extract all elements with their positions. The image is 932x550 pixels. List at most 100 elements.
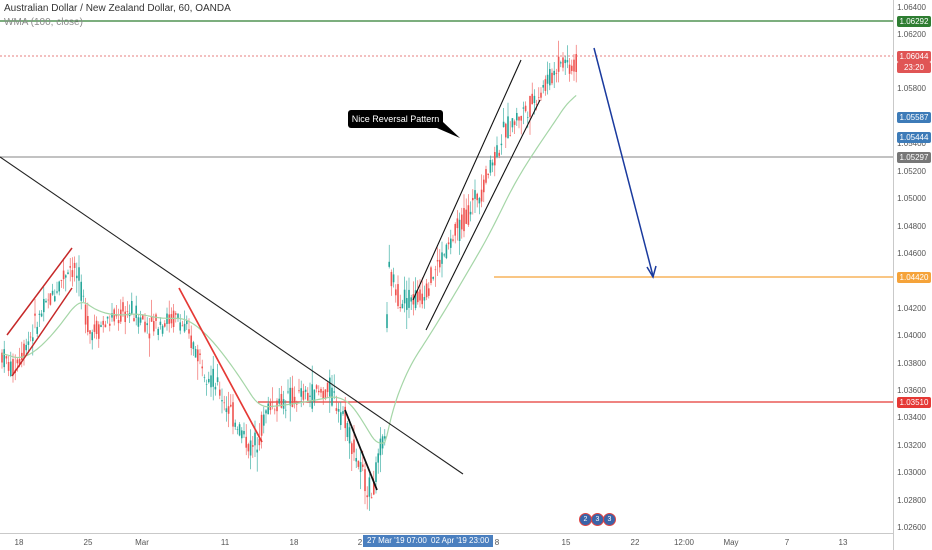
y-axis-separator <box>893 0 894 550</box>
candle-body <box>522 107 525 109</box>
candle-body <box>485 169 487 183</box>
candle-body <box>388 261 390 267</box>
candle-body <box>188 329 190 334</box>
candle-body <box>98 324 100 339</box>
candle-body <box>324 389 327 398</box>
candle-body <box>353 439 355 453</box>
chart-title: Australian Dollar / New Zealand Dollar, … <box>4 3 231 14</box>
candle-body <box>113 309 115 322</box>
candle-body <box>322 390 324 399</box>
candle-body <box>296 404 298 405</box>
candle-body <box>25 344 27 351</box>
y-tick: 1.05800 <box>897 84 926 93</box>
candle-body <box>375 462 377 482</box>
red-channel-lower[interactable] <box>11 287 73 377</box>
ascending-channel-upper[interactable] <box>412 59 522 301</box>
event-flag-icon[interactable]: 3 <box>603 513 616 526</box>
black-downtrend-line[interactable] <box>344 409 378 491</box>
candle-body <box>535 104 538 105</box>
candle-body <box>487 173 489 175</box>
candle-body <box>278 398 280 404</box>
annotation-callout[interactable]: Nice Reversal Pattern <box>348 110 443 128</box>
candle-body <box>401 303 404 309</box>
candle-body <box>208 378 210 383</box>
candle-body <box>357 460 360 467</box>
y-tick: 1.04800 <box>897 222 926 231</box>
candle-body <box>285 409 287 411</box>
candle-body <box>364 469 366 492</box>
candle-body <box>192 342 195 350</box>
candle-body <box>210 375 212 388</box>
candle-body <box>234 422 236 427</box>
candle-body <box>390 271 393 287</box>
red-channel-upper[interactable] <box>6 247 73 336</box>
candle-body <box>183 323 186 332</box>
candle-body <box>27 341 30 345</box>
candle-body <box>71 270 74 278</box>
candle-body <box>458 219 461 241</box>
indicator-label[interactable]: WMA (100, close) <box>4 17 83 28</box>
candle-body <box>381 436 384 449</box>
red-downtrend-line[interactable] <box>178 287 263 443</box>
candle-body <box>553 70 555 76</box>
forecast-arrow-head <box>646 265 657 279</box>
x-tick: 12:00 <box>673 538 695 547</box>
candle-body <box>309 395 311 397</box>
candle-body <box>201 366 203 369</box>
candle-body <box>249 440 252 456</box>
candle-body <box>386 314 388 329</box>
candle-body <box>236 429 239 430</box>
candle-body <box>474 190 476 199</box>
candle-body <box>406 298 408 310</box>
candle-body <box>67 272 69 275</box>
candle-body <box>362 464 364 467</box>
candle-body <box>333 391 335 393</box>
candle-body <box>344 406 346 429</box>
candle-body <box>49 293 52 305</box>
candle-body <box>3 349 5 368</box>
candle-body <box>104 324 107 328</box>
descending-trendline[interactable] <box>0 156 464 475</box>
candle-body <box>560 62 562 64</box>
candle-body <box>456 218 459 229</box>
candle-body <box>520 115 522 121</box>
x-tick: 18 <box>289 538 299 547</box>
candle-body <box>265 410 267 414</box>
candle-body <box>216 377 219 383</box>
candle-body <box>106 316 109 319</box>
candle-body <box>340 412 342 426</box>
candle-body <box>478 198 481 204</box>
candle-body <box>300 388 302 397</box>
x-tick: 25 <box>83 538 93 547</box>
candle-body <box>258 438 261 446</box>
candle-body <box>417 291 419 303</box>
forecast-arrow[interactable] <box>593 47 654 277</box>
candle-body <box>476 193 478 201</box>
candle-body <box>366 495 368 498</box>
price-badge-resistance: 1.06292 <box>897 16 931 27</box>
candle-body <box>243 430 245 435</box>
candle-body <box>562 57 564 68</box>
candle-body <box>199 353 201 356</box>
y-tick: 1.04000 <box>897 331 926 340</box>
y-tick: 1.03800 <box>897 359 926 368</box>
candle-body <box>34 313 36 316</box>
candle-body <box>47 299 49 301</box>
candle-body <box>337 409 340 412</box>
candle-body <box>342 411 344 414</box>
candle-body <box>93 324 96 332</box>
candle-body <box>227 406 230 414</box>
candle-body <box>190 335 192 349</box>
x-tick: 11 <box>220 538 230 547</box>
candle-body <box>432 276 434 279</box>
ascending-channel-lower[interactable] <box>425 99 541 331</box>
candle-body <box>238 424 241 436</box>
candle-body <box>289 387 291 406</box>
candle-body <box>304 389 307 392</box>
candle-body <box>73 262 76 269</box>
candle-body <box>32 337 34 342</box>
candle-body <box>205 384 208 385</box>
candle-body <box>502 121 505 128</box>
candle-body <box>60 279 63 281</box>
